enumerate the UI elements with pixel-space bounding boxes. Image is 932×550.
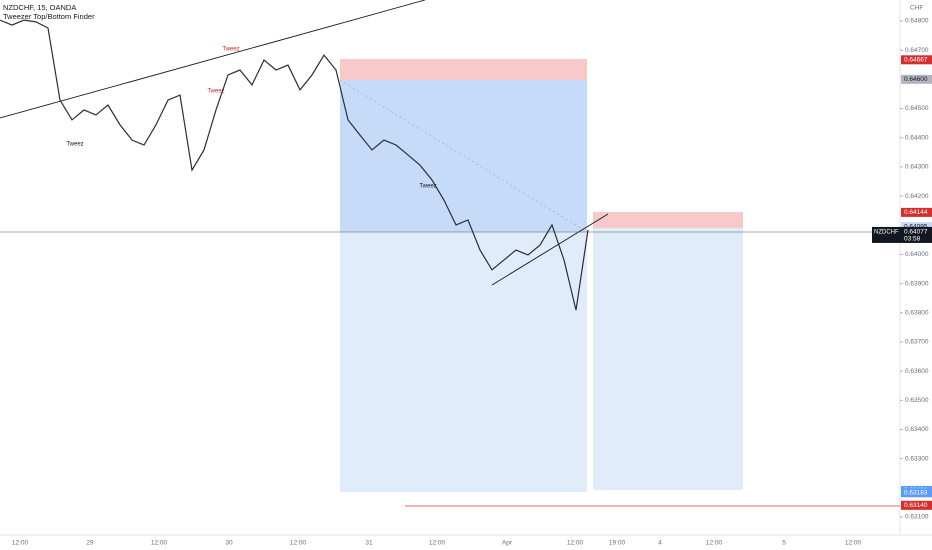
price-marker bbox=[901, 55, 932, 65]
time-label: 12:00 bbox=[706, 540, 723, 547]
price-marker bbox=[901, 488, 932, 498]
header-bg bbox=[0, 0, 90, 24]
time-label: 19:00 bbox=[609, 540, 626, 547]
position-path bbox=[339, 79, 588, 233]
price-marker-label: 0.63183 bbox=[904, 489, 928, 496]
price-marker-label: 0.64600 bbox=[904, 76, 928, 83]
profit-zone bbox=[593, 228, 743, 490]
price-tick-label: 0.63600 bbox=[905, 368, 929, 375]
price-marker bbox=[901, 207, 932, 217]
time-label: Apr bbox=[502, 540, 513, 547]
stop-zone bbox=[340, 59, 587, 80]
price-tick-label: 0.64400 bbox=[905, 134, 929, 141]
time-label: 12:00 bbox=[151, 540, 168, 547]
last-price-label: 0.64077 bbox=[904, 229, 928, 236]
price-tick-label: 0.64800 bbox=[905, 18, 929, 25]
time-label: 4 bbox=[658, 540, 662, 547]
pattern-label: Tweez bbox=[207, 89, 224, 95]
time-label: 12:00 bbox=[429, 540, 446, 547]
time-label: 30 bbox=[225, 540, 233, 547]
time-label: 31 bbox=[365, 540, 373, 547]
price-tick-label: 0.63400 bbox=[905, 426, 929, 433]
price-marker-label: 0.64667 bbox=[904, 57, 928, 64]
trend-line bbox=[0, 0, 426, 119]
pattern-label: Tweez bbox=[419, 184, 436, 190]
price-marker bbox=[901, 74, 932, 84]
symbol-title: NZDCHF, 15, OANDA bbox=[3, 3, 76, 12]
price-tick-label: 0.63300 bbox=[905, 455, 929, 462]
price-tick-label: 0.64500 bbox=[905, 105, 929, 112]
time-label: 12:00 bbox=[12, 540, 29, 547]
price-tick-label: 0.64000 bbox=[905, 251, 929, 258]
time-label: 12:00 bbox=[845, 540, 862, 547]
price-line bbox=[0, 19, 589, 311]
currency: CHF bbox=[910, 5, 923, 12]
price-tick-label: 0.63500 bbox=[905, 397, 929, 404]
price-marker bbox=[901, 500, 932, 510]
pattern-label: Tweez bbox=[222, 47, 239, 53]
price-tick-label: 0.63800 bbox=[905, 309, 929, 316]
time-label: 12:00 bbox=[567, 540, 584, 547]
price-marker-label: 0.64144 bbox=[904, 209, 928, 216]
price-tick-label: 0.64200 bbox=[905, 193, 929, 200]
price-tick-label: 0.63900 bbox=[905, 280, 929, 287]
price-tick-label: 0.64300 bbox=[905, 164, 929, 171]
last-price-symbol: NZDCHF bbox=[874, 230, 899, 236]
price-marker-label: 0.63140 bbox=[904, 502, 928, 509]
stop-zone bbox=[593, 212, 743, 228]
time-label: 29 bbox=[86, 540, 94, 547]
countdown: 03:58 bbox=[904, 236, 921, 243]
price-tick-label: 0.64700 bbox=[905, 47, 929, 54]
last-price-marker bbox=[872, 226, 932, 243]
indicator-title: Tweezer Top/Bottom Finder bbox=[3, 12, 95, 21]
price-marker-label: 0.64095 bbox=[904, 223, 928, 230]
pattern-label: Tweez bbox=[66, 142, 83, 148]
profit-zone bbox=[340, 232, 587, 492]
price-marker bbox=[901, 222, 932, 232]
price-tick-label: 0.63100 bbox=[905, 514, 929, 521]
time-label: 12:00 bbox=[290, 540, 307, 547]
price-tick-label: 0.63700 bbox=[905, 339, 929, 346]
trend-line bbox=[491, 213, 609, 286]
time-label: 5 bbox=[782, 540, 786, 547]
